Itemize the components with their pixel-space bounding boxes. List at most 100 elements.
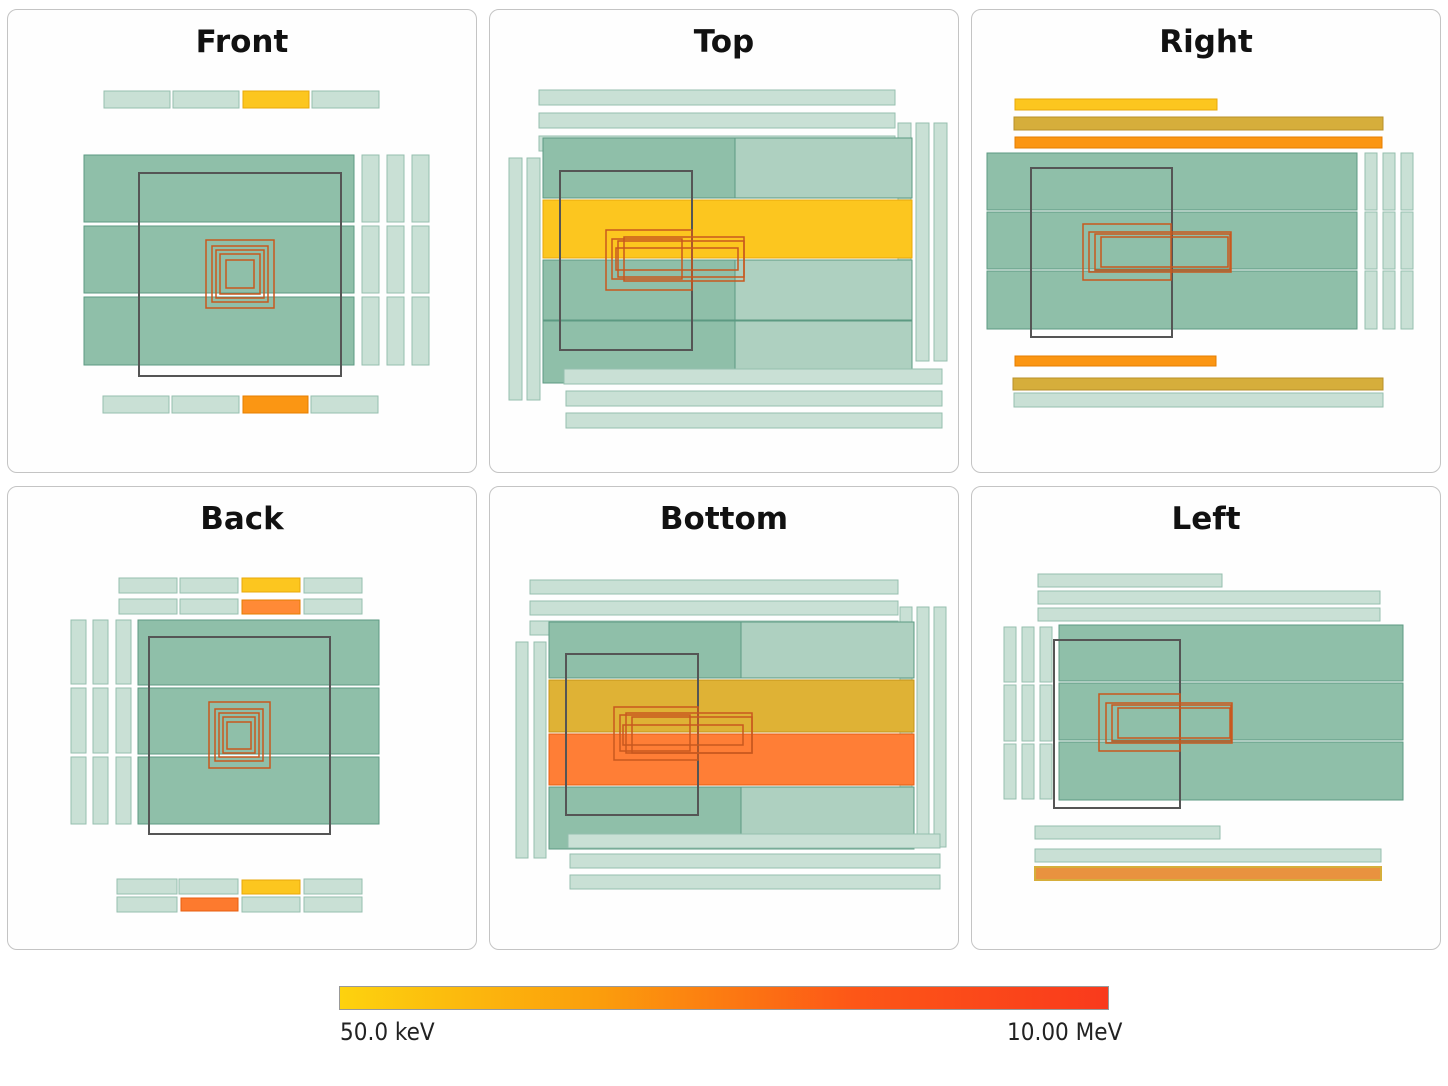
module-hit bbox=[548, 733, 915, 786]
modules bbox=[542, 137, 913, 384]
strip bbox=[303, 896, 363, 913]
panel-bottom: Bottom bbox=[489, 486, 959, 950]
core-box bbox=[1117, 707, 1231, 739]
strip bbox=[1382, 211, 1396, 270]
strip-hit bbox=[1014, 136, 1383, 149]
core-box bbox=[219, 253, 261, 295]
strip-hit bbox=[1014, 98, 1218, 111]
side-strip bbox=[916, 606, 930, 848]
strip bbox=[1400, 211, 1414, 270]
strip-hit bbox=[1012, 377, 1384, 391]
core-box bbox=[218, 712, 260, 758]
strip bbox=[171, 395, 240, 414]
module bbox=[137, 756, 380, 825]
strip bbox=[1037, 573, 1223, 588]
strip bbox=[411, 296, 430, 366]
module bbox=[548, 621, 742, 679]
colorbar-min-label: 50.0 keV bbox=[340, 1018, 435, 1046]
side-strip bbox=[933, 122, 948, 362]
view-left bbox=[1003, 573, 1404, 881]
side-strip bbox=[526, 157, 541, 401]
core-box bbox=[623, 236, 745, 282]
strip bbox=[178, 878, 239, 895]
strip bbox=[1034, 848, 1382, 863]
strip bbox=[529, 579, 899, 595]
panel-title-front: Front bbox=[195, 24, 289, 60]
core-box bbox=[1111, 704, 1232, 742]
view-right bbox=[986, 98, 1414, 408]
core-box bbox=[1082, 223, 1172, 281]
side-strips bbox=[70, 619, 132, 825]
strip bbox=[118, 577, 178, 594]
strip bbox=[386, 154, 405, 223]
side-strip bbox=[915, 122, 930, 362]
strip bbox=[1034, 825, 1221, 840]
core-box bbox=[222, 716, 256, 754]
top-strip-row bbox=[103, 90, 380, 109]
strip bbox=[1021, 626, 1035, 683]
strip-hit bbox=[242, 90, 310, 109]
panel-top: Top bbox=[489, 9, 959, 473]
strip bbox=[569, 874, 941, 890]
strip bbox=[241, 896, 301, 913]
strip bbox=[179, 598, 239, 615]
core-box bbox=[1088, 231, 1232, 273]
panel-right: Right bbox=[971, 9, 1441, 473]
strip bbox=[1039, 684, 1053, 742]
side-strips bbox=[361, 154, 430, 366]
strip bbox=[1400, 270, 1414, 330]
frame-outline bbox=[148, 636, 331, 835]
strip bbox=[116, 878, 178, 895]
side-strip bbox=[508, 157, 523, 401]
core-box bbox=[631, 716, 753, 754]
strip bbox=[70, 756, 87, 825]
strip bbox=[1021, 684, 1035, 742]
strip bbox=[92, 687, 109, 754]
view-front bbox=[83, 90, 430, 414]
side-strips bbox=[1003, 626, 1053, 800]
strip bbox=[103, 90, 171, 109]
strip bbox=[1037, 607, 1381, 622]
strip-hit bbox=[241, 879, 301, 895]
energy-colorbar bbox=[339, 986, 1109, 1010]
module bbox=[740, 621, 915, 679]
strip bbox=[1382, 270, 1396, 330]
side-strip bbox=[533, 641, 547, 859]
strip bbox=[1021, 743, 1035, 800]
strip bbox=[303, 878, 363, 895]
strip bbox=[310, 395, 379, 414]
core-box bbox=[208, 701, 271, 769]
strip bbox=[1364, 211, 1378, 270]
strip-hit bbox=[241, 599, 301, 615]
strip-hit bbox=[241, 577, 301, 593]
strip bbox=[565, 390, 943, 407]
strip bbox=[92, 756, 109, 825]
module bbox=[83, 225, 355, 294]
panel-title-back: Back bbox=[200, 501, 284, 537]
strip bbox=[563, 368, 943, 385]
strip bbox=[411, 225, 430, 294]
strip bbox=[116, 896, 178, 913]
strip bbox=[1039, 626, 1053, 683]
module bbox=[734, 259, 913, 321]
side-strips bbox=[1364, 152, 1414, 330]
core-box bbox=[613, 706, 699, 761]
core-box bbox=[1098, 693, 1181, 752]
core-outline bbox=[208, 701, 271, 769]
module bbox=[1058, 624, 1404, 682]
view-back bbox=[70, 577, 380, 913]
main-modules bbox=[83, 154, 355, 366]
core-outline bbox=[613, 706, 753, 761]
panel-title-left: Left bbox=[1171, 501, 1241, 537]
strip bbox=[529, 600, 899, 616]
strip bbox=[303, 598, 363, 615]
panel-left: Left bbox=[971, 486, 1441, 950]
strip bbox=[172, 90, 240, 109]
strip bbox=[1382, 152, 1396, 211]
core-outline bbox=[1098, 693, 1233, 752]
core-box bbox=[215, 249, 265, 299]
strip bbox=[1003, 743, 1017, 800]
core-box bbox=[611, 238, 683, 280]
module-hit bbox=[548, 679, 915, 733]
module bbox=[734, 137, 913, 199]
